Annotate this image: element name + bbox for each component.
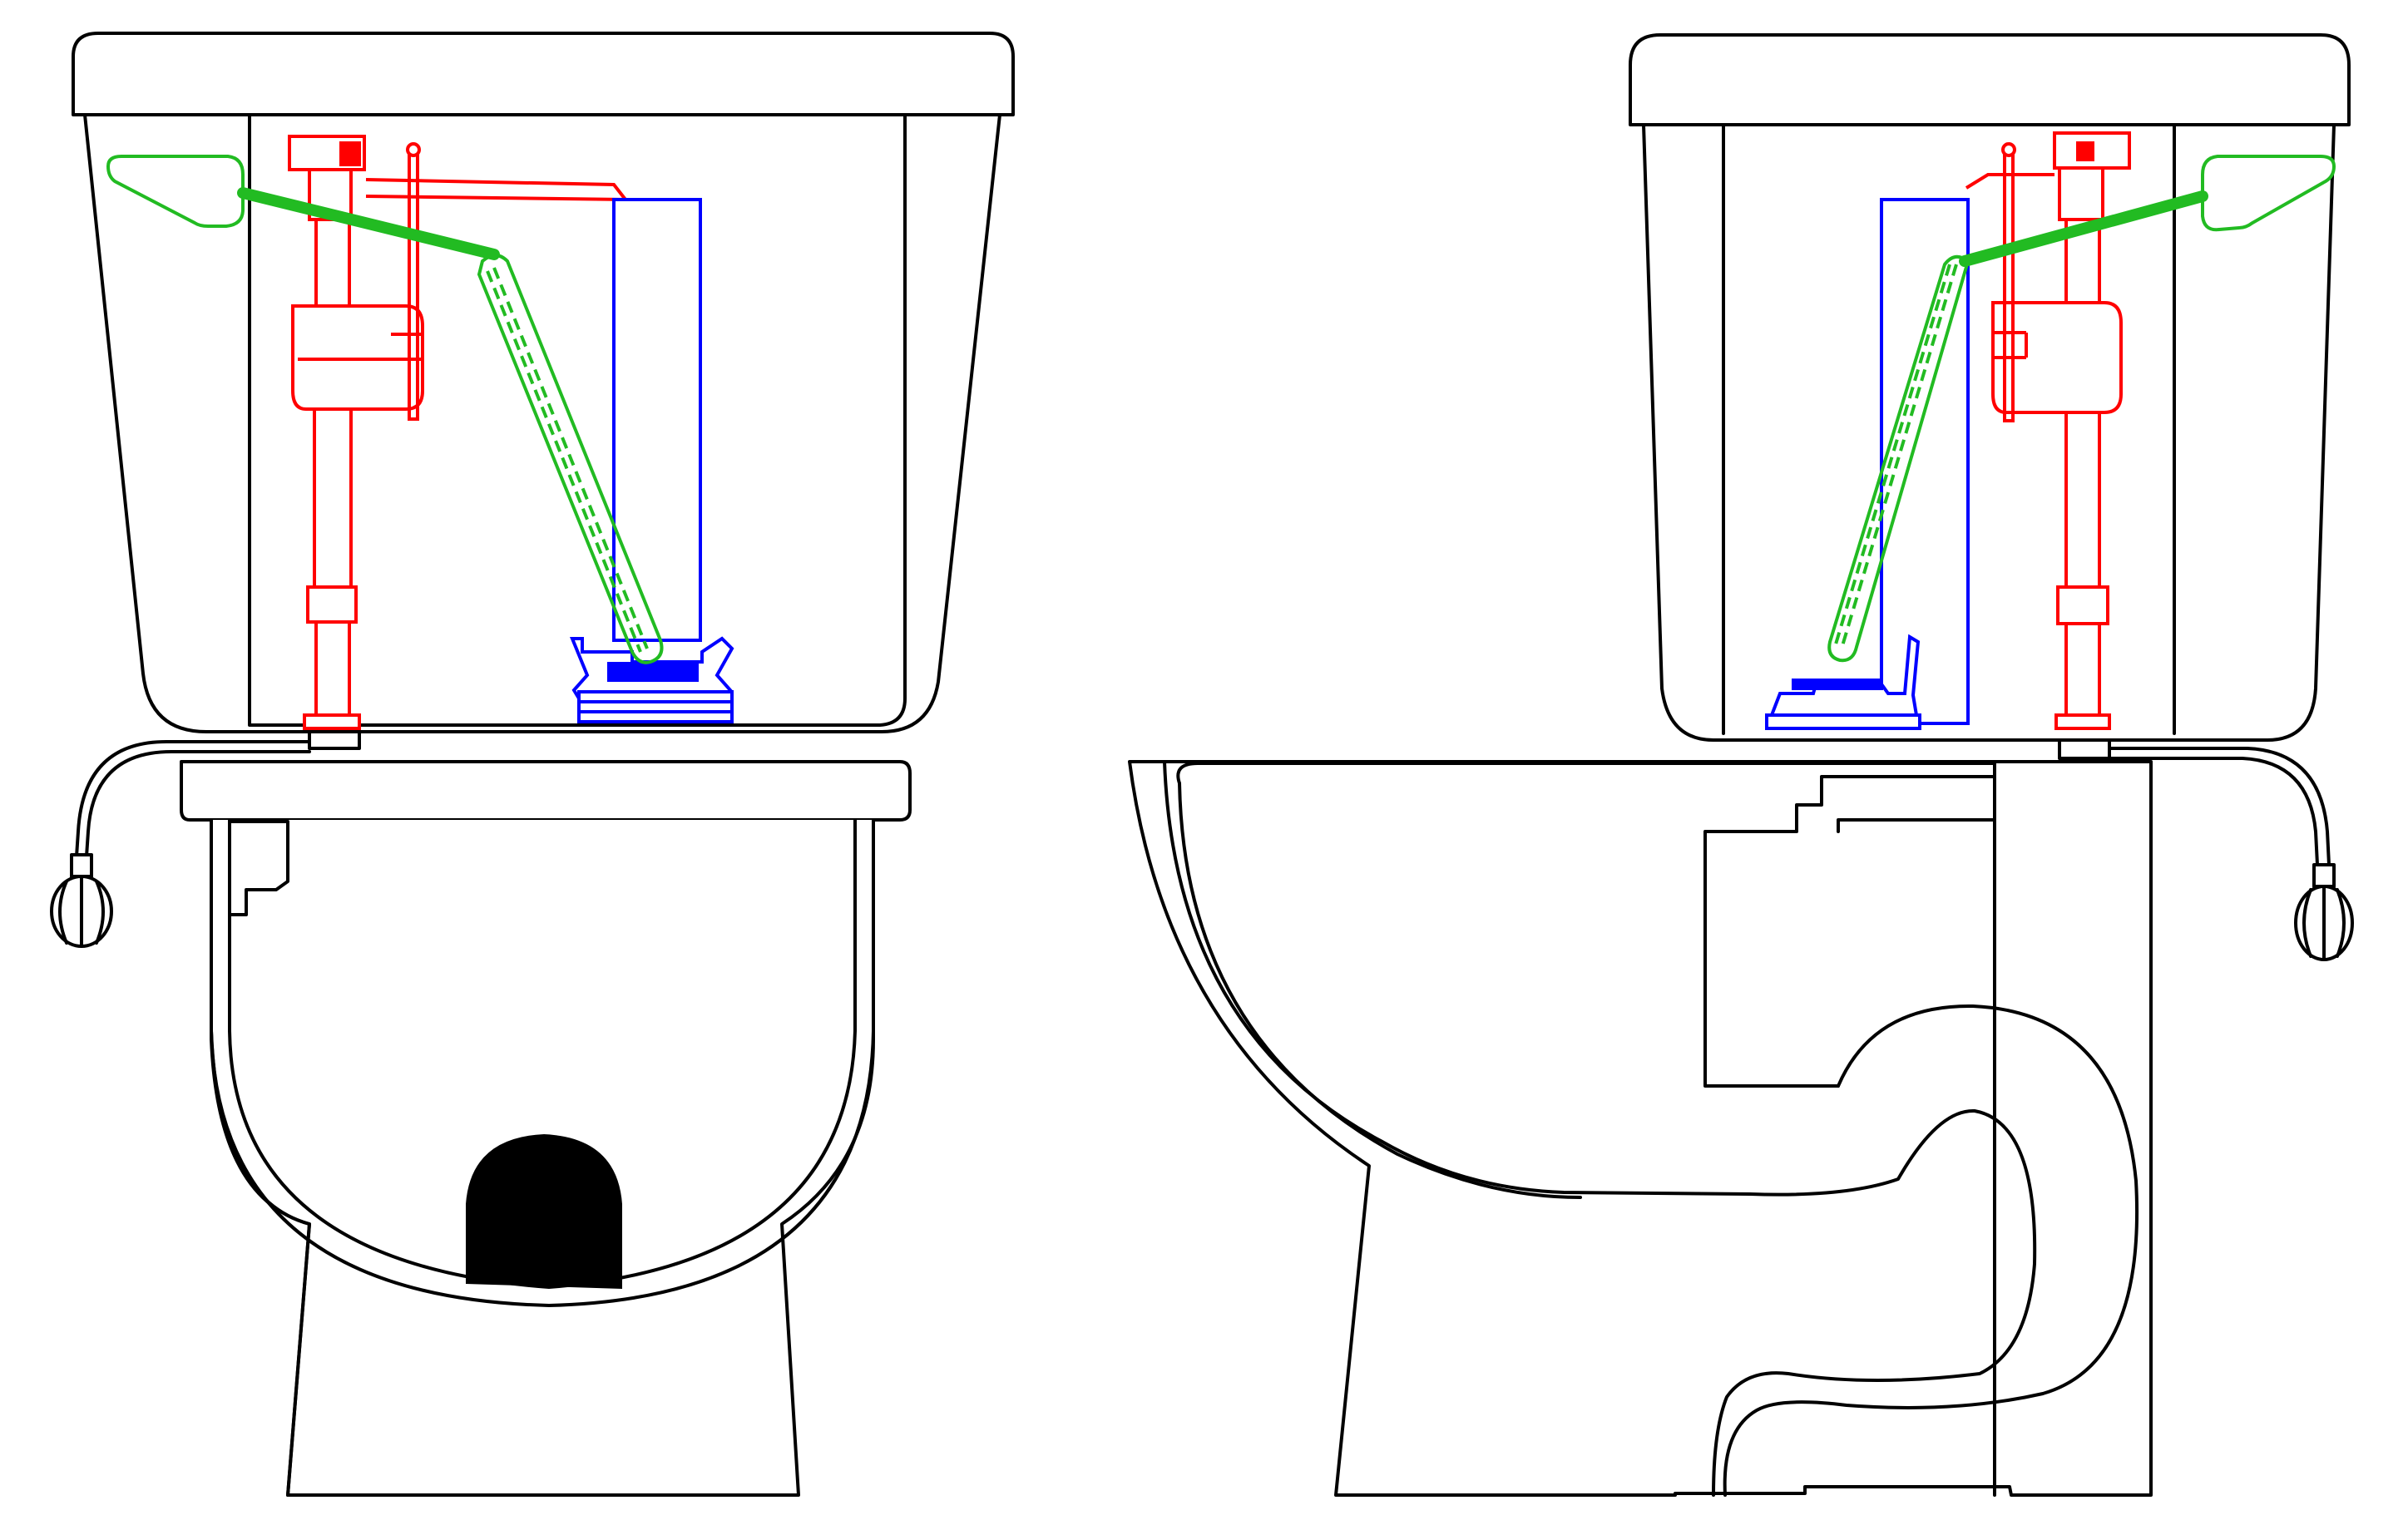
tank-inner-front bbox=[248, 113, 907, 727]
flush-valve-side bbox=[1765, 198, 1970, 730]
front-view bbox=[50, 32, 1015, 1497]
flush-valve-front bbox=[570, 198, 734, 723]
trapway-side bbox=[1723, 1004, 2139, 1497]
linkage-front bbox=[106, 155, 664, 664]
linkage-side bbox=[1827, 155, 2336, 663]
shutoff-valve-icon bbox=[50, 853, 113, 948]
fill-valve-icon bbox=[288, 135, 630, 730]
supply-line-front bbox=[75, 732, 361, 858]
flapper-icon bbox=[607, 662, 699, 682]
fill-valve-side bbox=[1965, 131, 2131, 730]
bowl-body-side bbox=[1128, 760, 2153, 1497]
tank-lid-side bbox=[1629, 33, 2351, 126]
bowl-rim-front bbox=[180, 760, 912, 822]
flush-handle-icon bbox=[106, 155, 245, 228]
chain-icon bbox=[477, 254, 664, 664]
shutoff-valve-side-icon bbox=[2294, 863, 2354, 961]
tank-body-side bbox=[1642, 123, 2336, 742]
supply-line-side bbox=[2058, 738, 2331, 866]
side-view bbox=[1128, 33, 2354, 1497]
trap-outlet-front bbox=[466, 1134, 622, 1289]
flush-handle-side-icon bbox=[2201, 155, 2336, 232]
tank-lid-front bbox=[72, 32, 1015, 116]
